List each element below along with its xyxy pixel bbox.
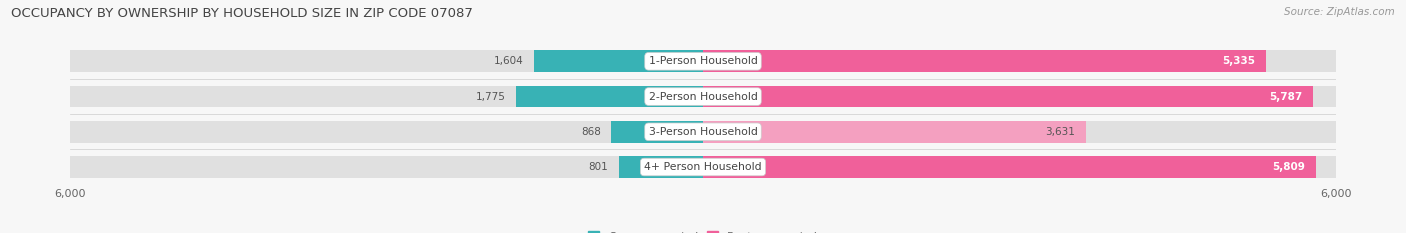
Text: 3-Person Household: 3-Person Household — [648, 127, 758, 137]
Text: 1-Person Household: 1-Person Household — [648, 56, 758, 66]
Text: 5,335: 5,335 — [1222, 56, 1256, 66]
Bar — [516, 86, 703, 107]
Bar — [534, 50, 703, 72]
Bar — [612, 121, 703, 143]
Bar — [703, 86, 1313, 107]
Text: 5,809: 5,809 — [1272, 162, 1305, 172]
Bar — [70, 50, 1336, 72]
Bar — [703, 156, 1316, 178]
Bar — [619, 156, 703, 178]
Text: 1,775: 1,775 — [475, 92, 505, 102]
Text: 868: 868 — [581, 127, 600, 137]
Bar — [70, 86, 1336, 107]
Bar — [70, 121, 1336, 143]
Text: 2-Person Household: 2-Person Household — [648, 92, 758, 102]
Text: 1,604: 1,604 — [494, 56, 523, 66]
Bar — [703, 121, 1085, 143]
Bar — [70, 156, 1336, 178]
Text: OCCUPANCY BY OWNERSHIP BY HOUSEHOLD SIZE IN ZIP CODE 07087: OCCUPANCY BY OWNERSHIP BY HOUSEHOLD SIZE… — [11, 7, 474, 20]
Text: 4+ Person Household: 4+ Person Household — [644, 162, 762, 172]
Text: 3,631: 3,631 — [1046, 127, 1076, 137]
Text: 801: 801 — [588, 162, 607, 172]
Text: Source: ZipAtlas.com: Source: ZipAtlas.com — [1284, 7, 1395, 17]
Text: 5,787: 5,787 — [1270, 92, 1303, 102]
Legend: Owner-occupied, Renter-occupied: Owner-occupied, Renter-occupied — [588, 231, 818, 233]
Bar — [703, 50, 1265, 72]
